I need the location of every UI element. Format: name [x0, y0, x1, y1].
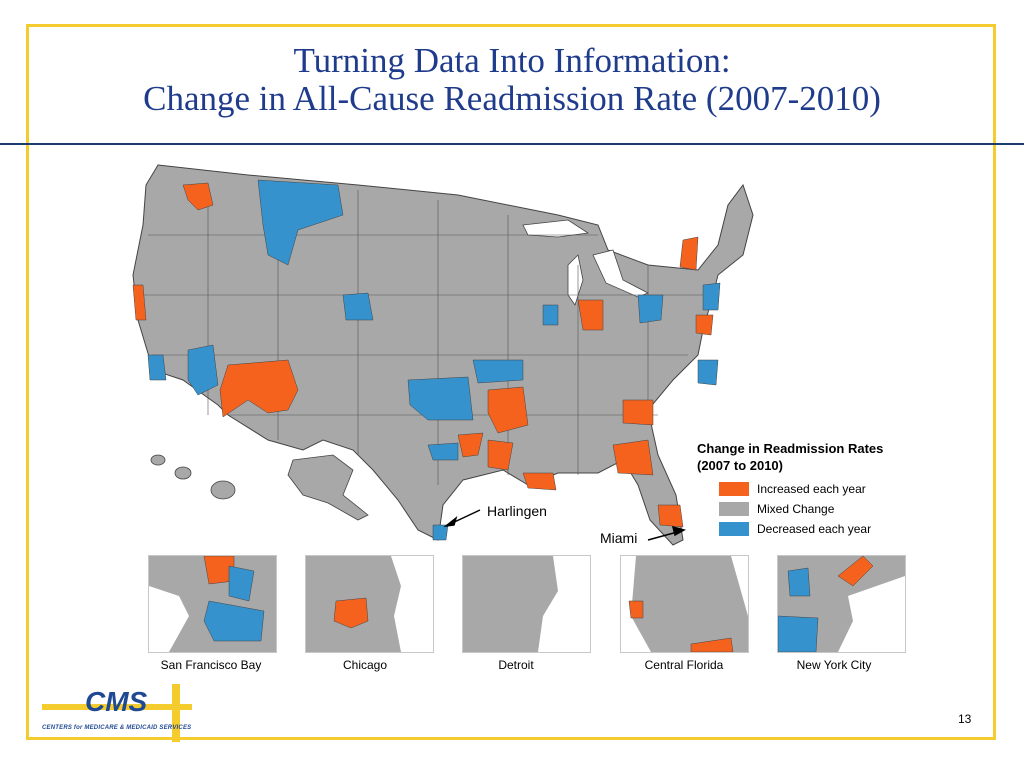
region-georgia	[622, 399, 654, 426]
region-virginia	[697, 359, 719, 386]
callout-arrows	[443, 509, 686, 541]
region-sf	[132, 284, 147, 321]
inset-map-new-york-city	[777, 555, 905, 653]
legend-title-line-1: Change in Readmission Rates	[697, 441, 884, 456]
region-indiana	[577, 299, 604, 331]
legend-item-mixed: Mixed Change	[719, 499, 883, 519]
inset-central-florida	[620, 555, 749, 653]
callout-harlingen: Harlingen	[487, 503, 547, 519]
title-line-1: Turning Data Into Information:	[293, 41, 731, 80]
legend-label-decreased: Decreased each year	[757, 522, 872, 536]
legend-item-decreased: Decreased each year	[719, 519, 883, 539]
slide-title: Turning Data Into Information: Change in…	[0, 42, 1024, 118]
region-upstate-ny	[679, 236, 699, 271]
region-south-texas	[427, 442, 459, 461]
region-wyoming	[342, 292, 374, 321]
region-kansas-east	[472, 359, 524, 384]
region-montana	[257, 179, 344, 266]
title-line-2: Change in All-Cause Readmission Rate (20…	[143, 79, 881, 118]
cms-logo-graphic	[42, 684, 192, 742]
region-louisiana	[487, 439, 514, 471]
inset-detroit	[462, 555, 591, 653]
inset-label-nyc: New York City	[796, 658, 872, 672]
region-seattle	[182, 182, 214, 211]
region-arkansas	[487, 386, 529, 434]
legend-label-increased: Increased each year	[757, 482, 866, 496]
increased-regions	[132, 182, 714, 528]
region-miami	[657, 504, 684, 528]
inset-label-central-florida: Central Florida	[644, 658, 724, 672]
region-phoenix	[219, 359, 299, 418]
inset-label-sf: San Francisco Bay	[160, 658, 262, 672]
map-legend: Change in Readmission Rates (2007 to 201…	[697, 440, 883, 539]
legend-swatch-decreased	[719, 522, 749, 536]
lake-michigan	[567, 254, 584, 306]
legend-label-mixed: Mixed Change	[757, 502, 835, 516]
slide-frame	[26, 24, 996, 740]
page-number: 13	[958, 712, 972, 726]
title-rule	[0, 143, 1024, 145]
region-pa	[702, 282, 721, 311]
inset-map-detroit	[463, 556, 590, 652]
inset-label-chicago: Chicago	[342, 658, 388, 672]
legend-item-increased: Increased each year	[719, 479, 883, 499]
region-dallas	[457, 432, 484, 458]
region-baltimore	[695, 314, 714, 336]
us-map	[132, 164, 754, 546]
region-nevada	[187, 344, 219, 396]
hawaii	[150, 454, 236, 500]
inset-map-chicago	[306, 556, 433, 652]
inset-map-sf	[149, 555, 276, 652]
region-michigan-w	[542, 304, 559, 326]
decreased-regions	[147, 179, 721, 541]
inset-new-york-city	[777, 555, 906, 653]
callout-miami: Miami	[600, 530, 638, 546]
region-nola	[522, 472, 557, 491]
legend-title-line-2: (2007 to 2010)	[697, 458, 783, 473]
inset-map-central-florida	[621, 556, 748, 653]
inset-chicago	[305, 555, 434, 653]
inset-san-francisco-bay	[148, 555, 277, 653]
cms-logo-text: CMS	[85, 686, 148, 717]
legend-swatch-mixed	[719, 502, 749, 516]
region-central-cal	[147, 354, 167, 381]
region-north-florida	[612, 439, 654, 476]
region-ohio	[637, 294, 664, 324]
region-harlingen	[432, 524, 449, 541]
cms-logo-subtitle: CENTERS for MEDICARE & MEDICAID SERVICES	[42, 725, 192, 731]
legend-swatch-increased	[719, 482, 749, 496]
inset-label-detroit: Detroit	[498, 658, 534, 672]
region-oklahoma	[407, 376, 474, 421]
alaska	[287, 454, 369, 521]
